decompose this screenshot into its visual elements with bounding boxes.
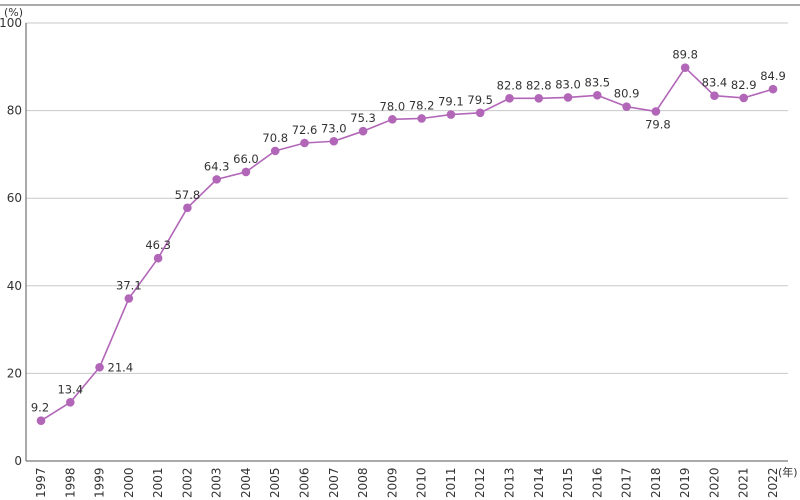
data-label-2005: 70.8 bbox=[262, 131, 288, 145]
data-label-1997: 9.2 bbox=[31, 401, 49, 415]
series-line-group bbox=[40, 66, 774, 422]
y-tick-label-100: 100 bbox=[0, 16, 22, 30]
data-label-2007: 73.0 bbox=[321, 121, 347, 135]
data-point-1999 bbox=[95, 362, 104, 372]
data-point-2017 bbox=[622, 102, 631, 111]
x-tick-label-1999: 1999 bbox=[93, 467, 107, 498]
x-tick-label-2002: 2002 bbox=[180, 467, 194, 498]
data-label-2004: 66.0 bbox=[233, 152, 259, 166]
y-tick-label-0: 0 bbox=[14, 454, 22, 468]
series-markers bbox=[36, 63, 778, 426]
data-point-1998 bbox=[65, 398, 75, 407]
y-tick-labels: 0 20 40 60 80 100 bbox=[0, 16, 22, 468]
x-tick-label-2004: 2004 bbox=[239, 467, 253, 498]
data-point-2022 bbox=[768, 84, 778, 94]
x-tick-label-2006: 2006 bbox=[298, 467, 312, 498]
x-tick-label-2012: 2012 bbox=[473, 467, 487, 498]
x-tick-label-2011: 2011 bbox=[444, 467, 458, 498]
data-label-2015: 83.0 bbox=[555, 77, 581, 91]
data-label-2018: 79.8 bbox=[645, 117, 671, 131]
x-tick-label-2000: 2000 bbox=[122, 467, 136, 498]
data-labels: 9.213.421.437.146.357.864.366.070.872.6 7… bbox=[31, 48, 786, 415]
data-point-1997 bbox=[36, 416, 46, 426]
data-label-2016: 83.5 bbox=[585, 75, 611, 89]
data-label-2013: 82.8 bbox=[497, 78, 523, 92]
x-tick-label-2018: 2018 bbox=[649, 467, 663, 498]
data-point-2016 bbox=[593, 90, 602, 100]
x-tick-label-2014: 2014 bbox=[532, 467, 546, 498]
x-tick-label-2017: 2017 bbox=[620, 467, 634, 498]
data-label-2002: 57.8 bbox=[175, 188, 201, 202]
x-tick-label-2020: 2020 bbox=[707, 467, 721, 498]
data-label-1998: 13.4 bbox=[57, 382, 83, 396]
data-label-2006: 72.6 bbox=[292, 123, 318, 137]
x-tick-label-2010: 2010 bbox=[415, 467, 429, 498]
data-label-2008: 75.3 bbox=[350, 111, 376, 125]
data-point-2015 bbox=[563, 93, 573, 102]
x-tick-label-2009: 2009 bbox=[385, 467, 399, 498]
data-point-2010 bbox=[417, 114, 426, 123]
data-point-2004 bbox=[241, 167, 251, 177]
data-point-2018 bbox=[651, 107, 661, 116]
data-point-2008 bbox=[358, 126, 368, 136]
data-point-2012 bbox=[475, 108, 485, 118]
x-tick-label-2022: 2022 bbox=[766, 467, 780, 498]
data-point-2002 bbox=[183, 203, 192, 213]
x-tick-label-1997: 1997 bbox=[34, 467, 48, 498]
data-point-2007 bbox=[329, 136, 339, 146]
data-label-2020: 83.4 bbox=[702, 76, 728, 90]
data-label-1999: 21.4 bbox=[108, 360, 134, 374]
y-tick-label-60: 60 bbox=[7, 191, 22, 205]
data-point-2000 bbox=[124, 294, 134, 303]
data-label-2010: 78.2 bbox=[409, 98, 435, 112]
x-tick-label-2021: 2021 bbox=[737, 467, 751, 498]
y-tick-label-40: 40 bbox=[7, 279, 22, 293]
data-point-2020 bbox=[710, 91, 719, 101]
data-label-2014: 82.8 bbox=[526, 78, 552, 92]
x-tick-label-2003: 2003 bbox=[210, 467, 224, 498]
x-tick-label-2005: 2005 bbox=[268, 467, 282, 498]
data-label-2009: 78.0 bbox=[380, 99, 406, 113]
y-unit-label: (%) bbox=[4, 6, 23, 19]
x-unit-label: (年) bbox=[778, 465, 798, 479]
data-label-2003: 64.3 bbox=[204, 159, 230, 173]
gridlines bbox=[26, 22, 788, 374]
data-label-2021: 82.9 bbox=[731, 78, 757, 92]
axes bbox=[25, 23, 788, 462]
data-label-2022: 84.9 bbox=[760, 69, 786, 83]
data-label-2011: 79.1 bbox=[438, 95, 464, 109]
x-tick-label-2019: 2019 bbox=[678, 467, 692, 498]
data-point-2006 bbox=[300, 138, 309, 148]
x-tick-label-2001: 2001 bbox=[151, 467, 165, 498]
x-tick-label-2007: 2007 bbox=[327, 467, 341, 498]
data-point-2005 bbox=[270, 146, 280, 156]
x-tick-label-2016: 2016 bbox=[590, 467, 604, 498]
data-point-2014 bbox=[534, 94, 544, 103]
data-point-2019 bbox=[680, 63, 690, 72]
x-tick-label-2013: 2013 bbox=[502, 467, 516, 498]
data-point-2003 bbox=[212, 175, 221, 184]
data-label-2001: 46.3 bbox=[145, 238, 171, 252]
data-point-2013 bbox=[505, 94, 514, 103]
data-point-2021 bbox=[739, 93, 749, 103]
data-point-2011 bbox=[446, 110, 456, 119]
y-tick-label-20: 20 bbox=[7, 366, 22, 380]
data-point-2001 bbox=[153, 253, 163, 263]
x-tick-label-2015: 2015 bbox=[561, 467, 575, 498]
data-label-2019: 89.8 bbox=[672, 48, 698, 62]
x-tick-label-2008: 2008 bbox=[356, 467, 370, 498]
data-point-2009 bbox=[388, 115, 397, 124]
data-label-2012: 79.5 bbox=[467, 93, 493, 107]
x-tick-labels: 1997 1998 1999 2000 2001 2002 2003 2004 2005 2006… bbox=[34, 467, 780, 498]
data-label-2000: 37.1 bbox=[116, 279, 142, 293]
data-label-2017: 80.9 bbox=[614, 87, 640, 101]
y-tick-label-80: 80 bbox=[7, 104, 22, 118]
series-line bbox=[40, 66, 774, 422]
x-tick-label-1998: 1998 bbox=[63, 467, 77, 498]
